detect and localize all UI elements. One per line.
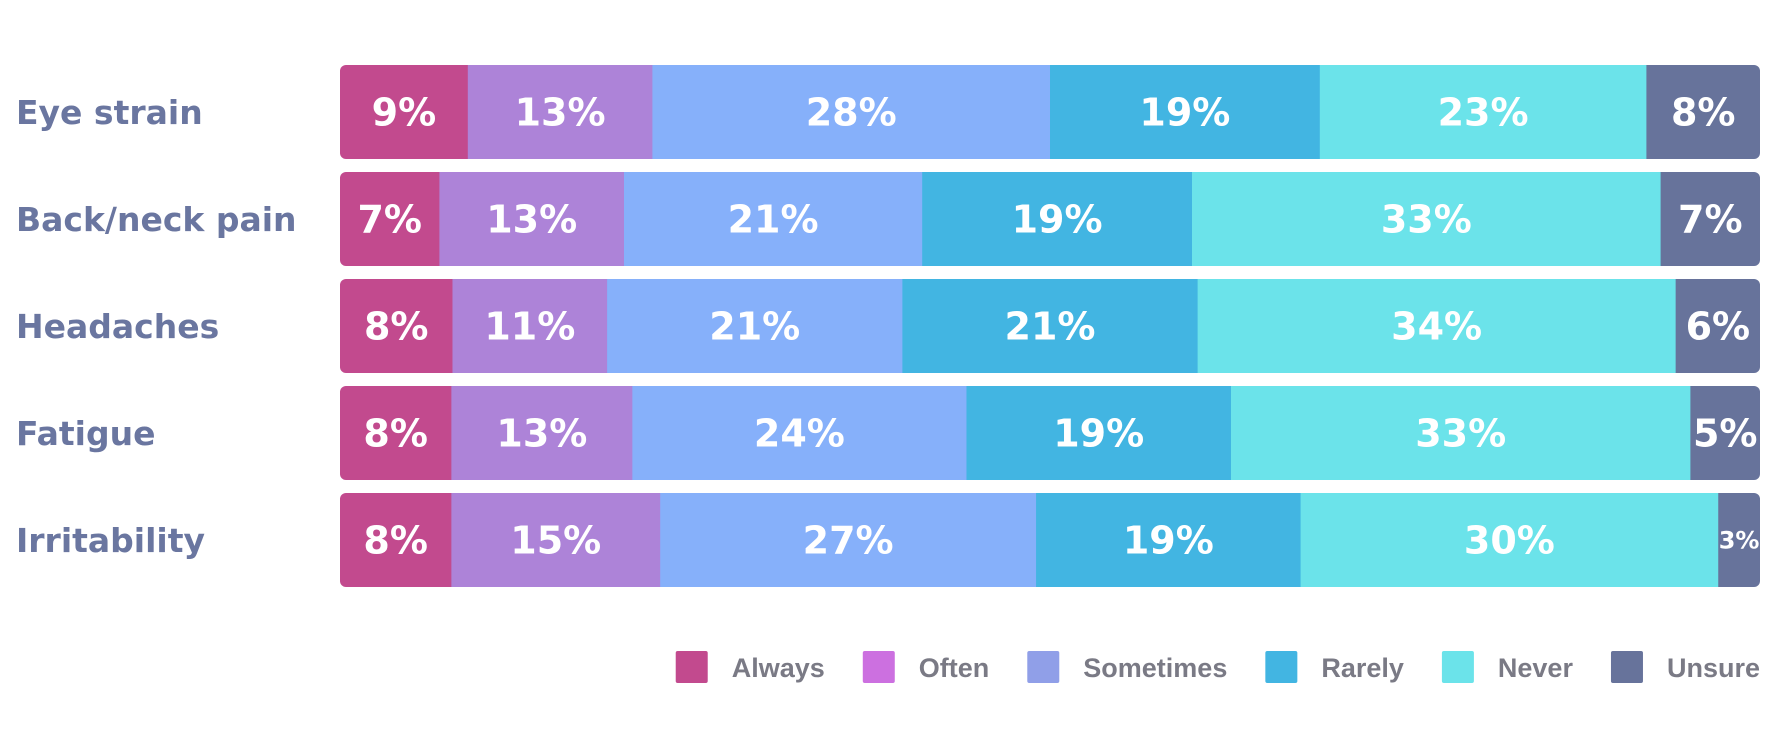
legend-label-rarely: Rarely <box>1321 653 1404 683</box>
legend: Always Often Sometimes Rarely Never Unsure <box>675 651 1760 683</box>
bar-segment-back-neck-pain-often <box>439 172 625 266</box>
data-label-fatigue-never: 33% <box>1415 412 1506 456</box>
bar-segment-eye-strain-always <box>340 65 469 159</box>
legend-swatch-rarely <box>1265 651 1298 683</box>
bar-segment-eye-strain-often <box>467 65 653 159</box>
bar-segment-irritability-never <box>1300 493 1719 587</box>
bar-segment-irritability-often <box>451 493 661 587</box>
bars: 9% 13% 28% 19% 23% 8% 7% 13% 21% 19% 33% 7% 8% 11% 21%… <box>340 65 1760 587</box>
data-label-headaches-often: 11% <box>484 305 575 349</box>
bar-segment-fatigue-unsure <box>1690 386 1760 480</box>
data-label-fatigue-unsure: 5% <box>1693 412 1758 456</box>
bar-segment-headaches-unsure <box>1675 279 1760 373</box>
bar-segment-irritability-rarely <box>1036 493 1302 587</box>
bar-segment-irritability-always <box>340 493 452 587</box>
data-label-irritability-often: 15% <box>510 519 601 563</box>
bar-segment-headaches-always <box>340 279 453 373</box>
data-label-eye-strain-sometimes: 28% <box>806 91 897 135</box>
bar-segment-back-neck-pain-unsure <box>1660 172 1760 266</box>
data-label-eye-strain-rarely: 19% <box>1139 91 1230 135</box>
legend-swatch-never <box>1441 651 1474 683</box>
bar-segment-headaches-rarely <box>902 279 1199 373</box>
legend-swatch-sometimes <box>1027 651 1060 683</box>
bar-row-fatigue <box>340 386 1760 480</box>
bar-segment-headaches-sometimes <box>607 279 903 373</box>
bar-segment-back-neck-pain-never <box>1192 172 1662 266</box>
legend-item-never: Never <box>1441 651 1574 683</box>
bar-segment-fatigue-never <box>1230 386 1691 480</box>
bar-segment-headaches-often <box>452 279 608 373</box>
data-label-back-neck-pain-rarely: 19% <box>1012 198 1103 242</box>
bar-segment-irritability-unsure <box>1718 493 1760 587</box>
legend-label-sometimes: Sometimes <box>1083 653 1227 683</box>
category-label-back-neck-pain: Back/neck pain <box>16 200 297 239</box>
bar-segment-irritability-sometimes <box>660 493 1037 587</box>
bar-segment-fatigue-always <box>340 386 452 480</box>
data-label-back-neck-pain-often: 13% <box>486 198 577 242</box>
bar-segment-fatigue-often <box>451 386 633 480</box>
legend-item-sometimes: Sometimes <box>1027 651 1227 683</box>
bar-row-back-neck-pain <box>340 172 1760 266</box>
data-label-irritability-sometimes: 27% <box>803 519 894 563</box>
category-label-eye-strain: Eye strain <box>16 93 203 132</box>
category-label-fatigue: Fatigue <box>16 414 155 453</box>
data-label-back-neck-pain-never: 33% <box>1381 198 1472 242</box>
legend-item-often: Often <box>862 651 990 683</box>
data-label-back-neck-pain-always: 7% <box>357 198 422 242</box>
data-label-back-neck-pain-sometimes: 21% <box>728 198 819 242</box>
data-label-eye-strain-unsure: 8% <box>1671 91 1736 135</box>
data-label-headaches-unsure: 6% <box>1686 305 1751 349</box>
legend-label-unsure: Unsure <box>1667 653 1760 683</box>
bar-segment-eye-strain-never <box>1319 65 1647 159</box>
bar-segment-eye-strain-unsure <box>1646 65 1760 159</box>
data-label-fatigue-rarely: 19% <box>1053 412 1144 456</box>
data-label-fatigue-sometimes: 24% <box>754 412 845 456</box>
legend-swatch-always <box>675 651 708 683</box>
data-label-irritability-never: 30% <box>1464 519 1555 563</box>
bar-segment-eye-strain-sometimes <box>652 65 1051 159</box>
data-label-eye-strain-never: 23% <box>1438 91 1529 135</box>
data-label-fatigue-often: 13% <box>496 412 587 456</box>
legend-item-always: Always <box>675 651 825 683</box>
data-label-irritability-rarely: 19% <box>1123 519 1214 563</box>
data-label-headaches-sometimes: 21% <box>709 305 800 349</box>
bar-segment-fatigue-rarely <box>966 386 1232 480</box>
data-label-headaches-never: 34% <box>1391 305 1482 349</box>
legend-item-rarely: Rarely <box>1265 651 1404 683</box>
legend-label-always: Always <box>732 653 825 683</box>
legend-label-never: Never <box>1498 653 1574 683</box>
category-label-irritability: Irritability <box>16 521 205 560</box>
data-label-headaches-rarely: 21% <box>1005 305 1096 349</box>
bar-segment-eye-strain-rarely <box>1050 65 1321 159</box>
bar-row-headaches <box>340 279 1760 373</box>
legend-item-unsure: Unsure <box>1610 651 1760 683</box>
data-label-headaches-always: 8% <box>364 305 429 349</box>
data-label-eye-strain-always: 9% <box>372 91 437 135</box>
legend-label-often: Often <box>919 653 990 683</box>
bar-segment-fatigue-sometimes <box>632 386 967 480</box>
category-labels: Eye strain Back/neck pain Headaches Fatigue… <box>16 93 297 560</box>
bar-segment-back-neck-pain-sometimes <box>624 172 923 266</box>
data-label-irritability-unsure: 3% <box>1719 527 1760 555</box>
category-label-headaches: Headaches <box>16 307 219 346</box>
data-label-back-neck-pain-unsure: 7% <box>1678 198 1743 242</box>
legend-swatch-unsure <box>1610 651 1643 683</box>
data-label-irritability-always: 8% <box>363 519 428 563</box>
bar-segment-back-neck-pain-rarely <box>922 172 1193 266</box>
bar-row-eye-strain <box>340 65 1760 159</box>
data-label-eye-strain-often: 13% <box>515 91 606 135</box>
legend-swatch-often <box>862 651 895 683</box>
bar-row-irritability <box>340 493 1760 587</box>
bar-segment-headaches-never <box>1197 279 1677 373</box>
bar-segment-back-neck-pain-always <box>340 172 440 266</box>
data-label-fatigue-always: 8% <box>363 412 428 456</box>
